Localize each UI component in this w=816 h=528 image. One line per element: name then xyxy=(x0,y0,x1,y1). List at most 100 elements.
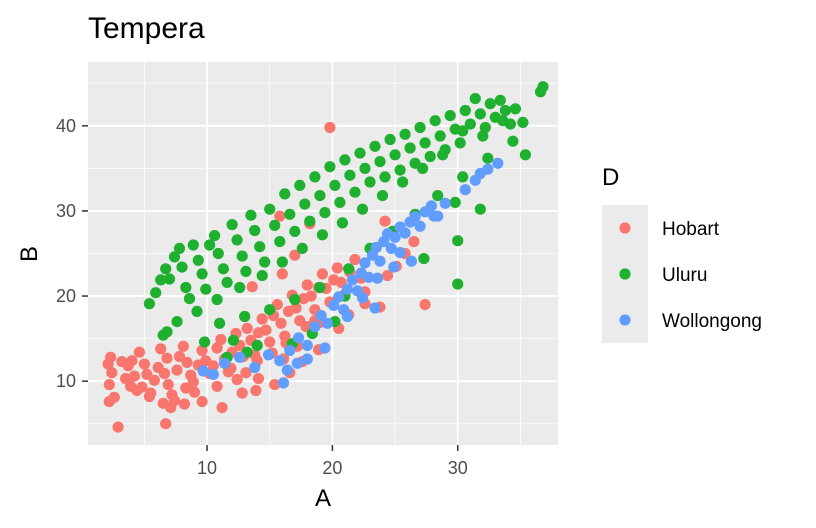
data-point xyxy=(314,281,326,294)
data-point xyxy=(343,263,355,275)
data-point xyxy=(333,291,345,303)
data-point xyxy=(425,200,437,212)
data-point xyxy=(289,249,301,261)
data-point xyxy=(178,398,191,410)
data-point xyxy=(399,227,411,239)
data-point xyxy=(187,376,199,388)
data-point xyxy=(341,310,353,323)
data-point xyxy=(157,329,169,341)
data-point xyxy=(324,161,336,173)
data-point xyxy=(254,241,266,253)
data-point xyxy=(301,279,313,291)
data-point xyxy=(370,241,382,254)
data-point xyxy=(321,317,333,329)
data-point xyxy=(148,374,160,386)
data-point xyxy=(309,321,321,333)
data-point xyxy=(284,208,296,220)
data-point xyxy=(399,128,411,140)
data-point xyxy=(389,149,401,161)
data-point xyxy=(161,352,173,364)
data-point xyxy=(196,268,208,280)
data-point xyxy=(180,382,192,394)
data-point xyxy=(429,115,441,127)
data-point xyxy=(494,94,506,106)
y-tick-label: 40 xyxy=(56,116,76,136)
data-point xyxy=(158,367,171,380)
data-point xyxy=(221,276,233,288)
data-point xyxy=(356,203,369,215)
data-point xyxy=(290,302,302,314)
data-point xyxy=(452,235,464,247)
data-point xyxy=(245,209,257,221)
data-point xyxy=(294,179,306,191)
data-point xyxy=(519,149,532,161)
data-point xyxy=(304,215,316,227)
data-point xyxy=(214,317,226,329)
data-point xyxy=(394,164,406,176)
data-point xyxy=(187,239,199,251)
data-point xyxy=(234,281,246,294)
x-axis: 10 20 30 xyxy=(197,445,468,478)
data-point xyxy=(454,137,466,149)
data-point xyxy=(240,265,252,277)
data-point xyxy=(259,256,271,268)
data-point xyxy=(459,104,471,117)
data-point xyxy=(219,357,231,369)
data-point xyxy=(183,293,196,305)
data-point xyxy=(497,115,509,127)
x-tick-label: 30 xyxy=(448,458,468,478)
data-point xyxy=(301,339,313,351)
data-point xyxy=(165,402,177,414)
data-point xyxy=(215,333,227,346)
legend-label-hobart: Hobart xyxy=(662,219,720,240)
y-tick-label: 20 xyxy=(56,286,76,306)
data-point xyxy=(143,298,155,310)
data-point xyxy=(331,262,343,274)
x-tick-label: 10 xyxy=(197,458,217,478)
data-point xyxy=(264,203,276,215)
data-point xyxy=(364,176,376,188)
data-point xyxy=(381,270,394,282)
data-point xyxy=(459,184,471,196)
data-point xyxy=(162,379,174,391)
x-tick-label: 20 xyxy=(322,458,342,478)
data-point xyxy=(192,254,204,266)
y-tick-label: 30 xyxy=(56,201,76,221)
data-point xyxy=(276,268,288,280)
data-point xyxy=(264,336,276,348)
data-point xyxy=(176,261,188,273)
chart-title: Tempera xyxy=(88,12,205,45)
data-point xyxy=(371,272,384,284)
data-point xyxy=(279,188,291,200)
data-point xyxy=(212,247,224,260)
data-point xyxy=(180,281,192,294)
data-point xyxy=(275,317,287,329)
data-point xyxy=(200,283,212,295)
data-point xyxy=(309,171,321,183)
data-point xyxy=(359,257,371,269)
data-point xyxy=(369,140,381,152)
data-point xyxy=(324,121,336,134)
data-point xyxy=(196,344,208,357)
data-point xyxy=(102,358,114,370)
data-point xyxy=(428,210,440,222)
data-point xyxy=(160,418,172,430)
data-point xyxy=(199,336,211,348)
data-point xyxy=(150,287,162,299)
legend: D Hobart Uluru Wollongong xyxy=(602,164,762,343)
data-point xyxy=(346,274,359,286)
data-point xyxy=(155,274,167,286)
data-point xyxy=(305,290,317,302)
data-point xyxy=(163,273,176,285)
data-point xyxy=(262,349,275,361)
data-point xyxy=(339,154,351,166)
data-point xyxy=(256,270,268,282)
data-point xyxy=(509,103,521,115)
data-point xyxy=(457,125,469,137)
data-point xyxy=(418,253,430,265)
data-point xyxy=(344,169,356,181)
data-point xyxy=(277,377,290,389)
data-point xyxy=(379,171,391,183)
data-point xyxy=(517,116,529,128)
data-point xyxy=(349,186,361,198)
